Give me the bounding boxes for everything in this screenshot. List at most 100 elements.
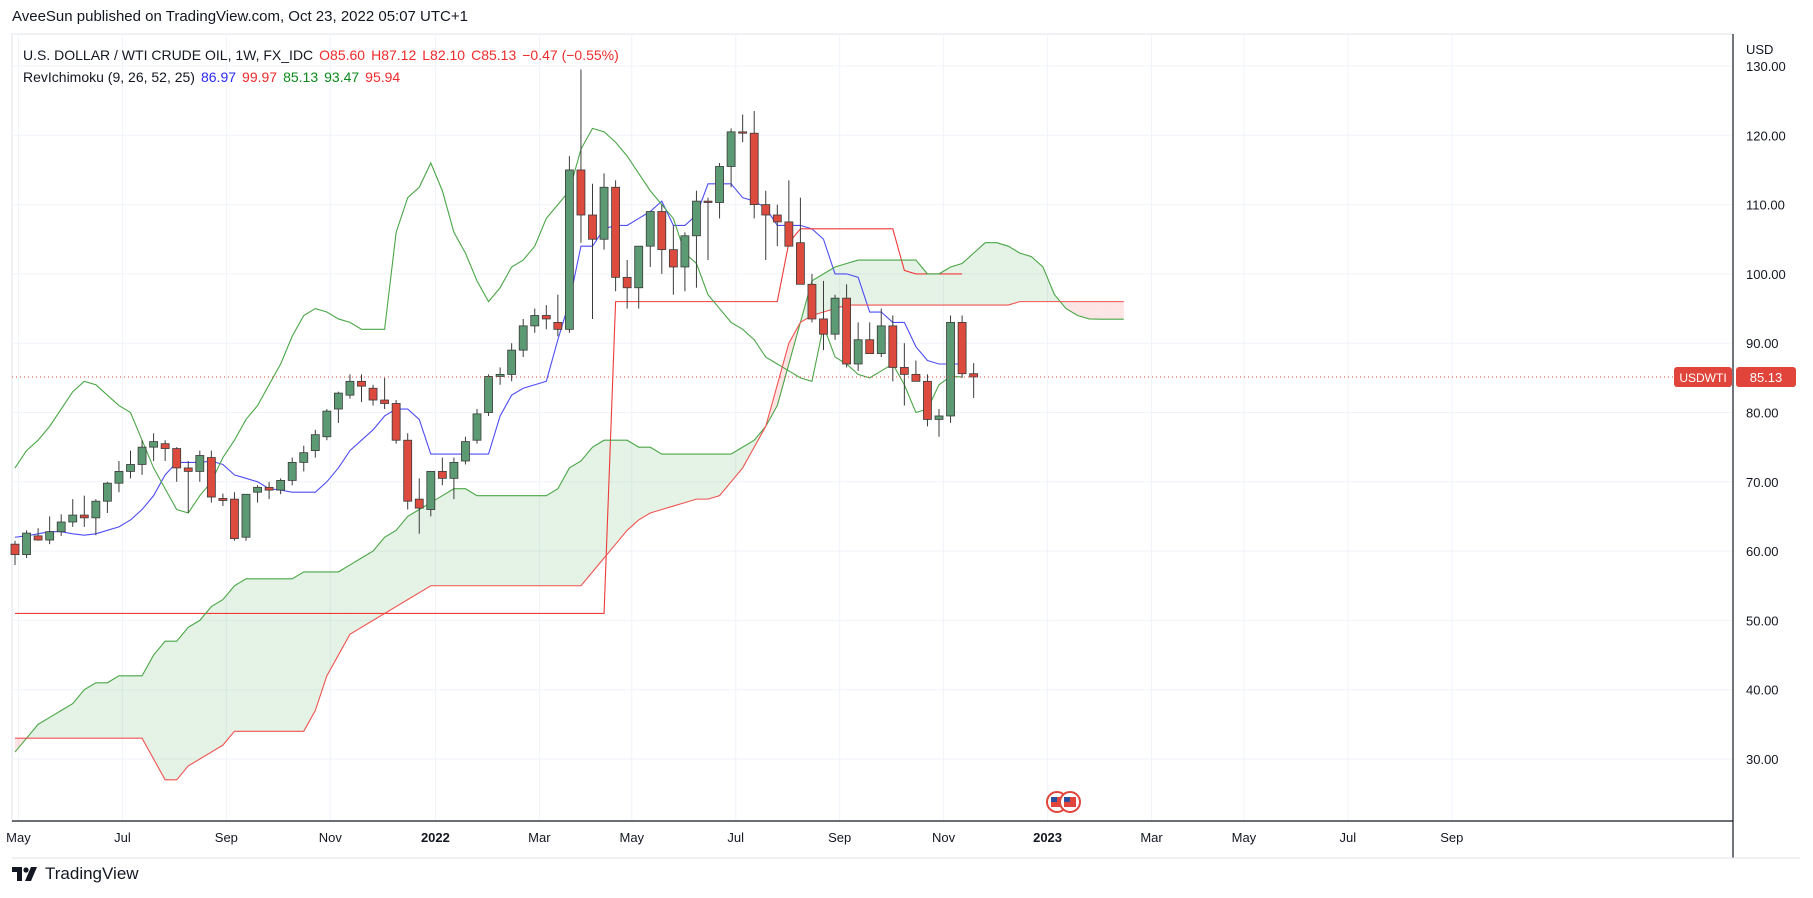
candle-body: [56, 521, 66, 533]
legend-symbol: U.S. DOLLAR / WTI CRUDE OIL, 1W, FX_IDC: [23, 47, 314, 63]
x-tick-label: 2023: [1033, 830, 1062, 845]
candle-body: [22, 532, 31, 555]
cloud-segment: [153, 641, 166, 780]
cloud-segment: [442, 488, 454, 586]
candle-body: [865, 339, 875, 354]
x-tick-label: Mar: [1140, 830, 1163, 845]
candle-body: [761, 204, 771, 216]
x-tick-label: Sep: [1440, 830, 1463, 845]
candle-body: [149, 441, 159, 448]
candle-body: [819, 318, 828, 335]
legend-change: −0.47 (−0.55%): [522, 47, 619, 63]
candle-body: [264, 486, 274, 491]
candle-body: [241, 493, 251, 538]
legend-low: L82.10: [422, 47, 466, 63]
x-tick-label: Sep: [215, 830, 238, 845]
candle-body: [79, 514, 89, 519]
candle-body: [588, 214, 597, 240]
candle-body: [345, 380, 355, 396]
candle-body: [206, 457, 216, 498]
candle-body: [253, 486, 262, 493]
chikou-line: [14, 127, 963, 514]
cloud-segment: [892, 260, 905, 306]
cloud-segment: [973, 242, 986, 306]
tenkan-line: [14, 183, 963, 538]
candle-body: [518, 325, 528, 351]
candle-body: [692, 200, 701, 237]
candle-body: [195, 455, 205, 472]
cloud-segment: [315, 571, 327, 711]
cloud-segment: [615, 440, 628, 545]
candle-body: [310, 434, 320, 452]
cloud-segment: [488, 495, 501, 586]
x-tick-label: Jul: [727, 830, 744, 845]
candle-body: [807, 283, 817, 320]
y-axis-label: USD: [1746, 42, 1773, 57]
candle-body: [218, 498, 228, 501]
candle-body: [772, 214, 782, 223]
candle-body: [969, 373, 979, 378]
chart-legend: U.S. DOLLAR / WTI CRUDE OIL, 1W, FX_IDC O…: [23, 44, 625, 88]
cloud-segment: [118, 675, 131, 739]
candle-body: [553, 322, 563, 330]
cloud-segment: [142, 655, 154, 759]
candle-body: [541, 315, 551, 320]
cloud-segment: [569, 461, 581, 586]
flag-canton: [1051, 797, 1057, 802]
cloud-segment: [326, 571, 339, 676]
cloud-segment: [673, 454, 685, 507]
candle-body: [946, 322, 955, 417]
cloud-segment: [696, 454, 708, 500]
x-tick-label: Mar: [528, 830, 551, 845]
cloud-segment: [211, 599, 223, 753]
cloud-segment: [384, 530, 397, 614]
cloud-segment: [465, 488, 477, 586]
cloud-segment: [257, 578, 270, 732]
flag-canton: [1064, 797, 1070, 802]
cloud-segment: [708, 454, 720, 500]
cloud-segment: [1019, 253, 1032, 302]
candle-body: [472, 413, 482, 441]
y-tick-label: 130.00: [1746, 59, 1786, 74]
x-tick-label: 2022: [421, 830, 450, 845]
candle-body: [322, 410, 332, 438]
legend-indicator-name: RevIchimoku (9, 26, 52, 25): [23, 69, 195, 85]
candle-body: [484, 376, 493, 413]
legend-kijun: 99.97: [242, 69, 278, 85]
candle-body: [287, 461, 297, 481]
cloud-segment: [373, 537, 385, 621]
candle-body: [276, 480, 286, 491]
x-tick-label: Jul: [114, 830, 131, 845]
y-tick-label: 40.00: [1746, 683, 1779, 698]
cloud-segment: [396, 516, 408, 607]
candle-body: [876, 325, 886, 354]
candle-body: [68, 514, 78, 523]
cloud-segment: [280, 578, 293, 732]
cloud-segment: [592, 440, 605, 572]
candle-body: [380, 399, 390, 404]
tradingview-logo-icon: [12, 867, 37, 881]
candle-body: [703, 200, 713, 203]
cloud-segment: [742, 440, 755, 468]
candle-body: [507, 349, 517, 375]
candle-body: [645, 211, 655, 247]
cloud-segment: [453, 488, 466, 586]
candle-body: [461, 441, 470, 462]
tradingview-logo[interactable]: TradingView: [12, 864, 139, 884]
candle-body: [114, 471, 124, 484]
cloud-segment: [580, 447, 593, 586]
x-tick-label: May: [619, 830, 644, 845]
price-tag: [1736, 366, 1796, 387]
symbol-tag: [1674, 366, 1732, 387]
candle-body: [830, 297, 840, 335]
candle-body: [414, 498, 424, 509]
legend-symbol-row: U.S. DOLLAR / WTI CRUDE OIL, 1W, FX_IDC O…: [23, 44, 625, 66]
cloud-segment: [869, 260, 882, 306]
candle-body: [738, 131, 748, 134]
cloud-segment: [534, 495, 547, 586]
candle-body: [957, 322, 967, 375]
candle-body: [599, 186, 609, 240]
legend-close: C85.13: [471, 47, 517, 63]
cloud-segment: [407, 509, 420, 600]
